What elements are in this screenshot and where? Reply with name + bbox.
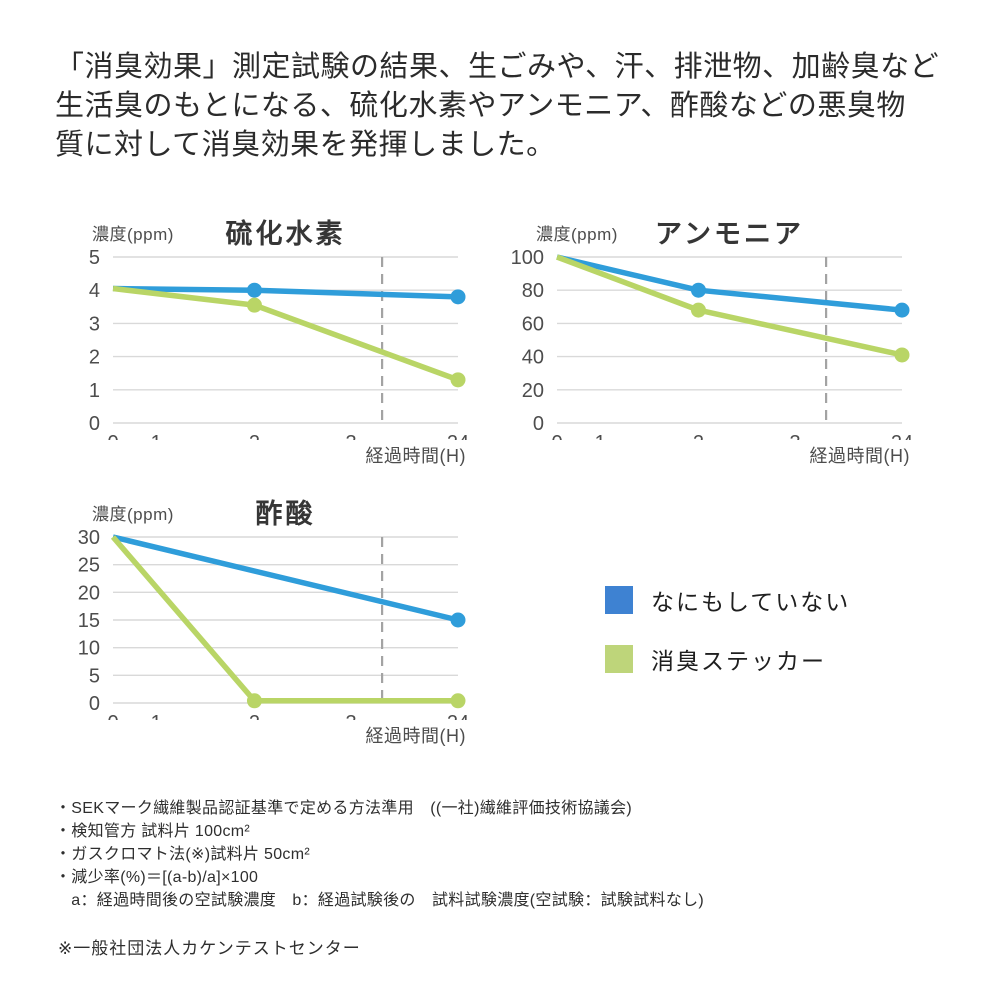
y-axis-label: 濃度(ppm): [92, 505, 174, 524]
svg-text:2: 2: [89, 347, 100, 369]
svg-text:24: 24: [891, 432, 913, 440]
legend-item-untreated: なにもしていない: [605, 583, 850, 617]
svg-text:1: 1: [151, 712, 162, 720]
svg-text:0: 0: [107, 432, 118, 440]
svg-text:25: 25: [78, 555, 100, 577]
y-axis-label: 濃度(ppm): [92, 225, 174, 244]
legend-swatch-sticker: [605, 645, 633, 673]
svg-text:0: 0: [551, 432, 562, 440]
header-paragraph: 「消臭効果」測定試験の結果、生ごみや、汗、排泄物、加齢臭など 生活臭のもとになる…: [55, 48, 955, 165]
svg-text:1: 1: [89, 380, 100, 402]
svg-text:3: 3: [345, 712, 356, 720]
svg-text:20: 20: [78, 582, 100, 604]
legend: なにもしていない 消臭ステッカー: [605, 583, 850, 676]
svg-text:3: 3: [345, 432, 356, 440]
svg-text:20: 20: [522, 380, 544, 402]
svg-text:1: 1: [151, 432, 162, 440]
svg-text:2: 2: [693, 432, 704, 440]
legend-label: なにもしていない: [651, 589, 851, 615]
legend-item-deodorant-sticker: 消臭ステッカー: [605, 642, 850, 676]
x-axis-label: 経過時間(H): [365, 726, 466, 746]
svg-text:80: 80: [522, 280, 544, 302]
svg-text:10: 10: [78, 638, 100, 660]
legend-swatch-untreated: [605, 586, 633, 614]
chart-ammonia: 濃度(ppm) アンモニア 0 20 40 60 80 100 0 1 2 3 24 経過時間(H): [502, 212, 914, 474]
chart-acetic-acid: 濃度(ppm) 酢酸 0 5 10 15 20 25 30 0 1 2 3 24 経過時間(H): [58, 492, 470, 754]
svg-text:3: 3: [789, 432, 800, 440]
svg-text:60: 60: [522, 313, 544, 335]
svg-text:24: 24: [447, 712, 469, 720]
chart-title: 酢酸: [255, 499, 316, 529]
svg-text:0: 0: [533, 413, 544, 435]
svg-text:30: 30: [78, 527, 100, 549]
chart-plot: 0 5 10 15 20 25 30 0 1 2 3 24: [78, 527, 469, 720]
y-axis-label: 濃度(ppm): [536, 225, 618, 244]
svg-text:4: 4: [89, 280, 100, 302]
svg-text:5: 5: [89, 665, 100, 687]
svg-text:0: 0: [89, 413, 100, 435]
footnotes: ・SEKマーク繊維製品認証基準で定める方法準用 ((一社)繊維評価技術協議会) …: [55, 797, 965, 912]
chart-plot: 0 1 2 3 4 5 0 1 2 3 24: [89, 247, 469, 440]
header-line: 生活臭のもとになる、硫化水素やアンモニア、酢酸などの悪臭物: [55, 90, 906, 122]
header-line: 質に対して消臭効果を発揮しました。: [55, 129, 556, 161]
chart-title: 硫化水素: [225, 219, 346, 249]
chart-hydrogen-sulfide: 濃度(ppm) 硫化水素 0 1 2 3 4 5 0 1 2 3 24 経過時間(H): [58, 212, 470, 474]
svg-text:2: 2: [249, 712, 260, 720]
x-axis-label: 経過時間(H): [809, 446, 910, 466]
legend-label: 消臭ステッカー: [651, 648, 826, 674]
svg-text:24: 24: [447, 432, 469, 440]
svg-text:5: 5: [89, 247, 100, 269]
header-line: 「消臭効果」測定試験の結果、生ごみや、汗、排泄物、加齢臭など: [55, 51, 940, 83]
svg-text:2: 2: [249, 432, 260, 440]
svg-text:3: 3: [89, 313, 100, 335]
footnote-line: ・減少率(%)＝[(a-b)/a]×100: [55, 869, 259, 886]
footnote-line: a：経過時間後の空試験濃度 b：経過試験後の 試料試験濃度(空試験：試験試料なし…: [55, 892, 705, 909]
chart-title: アンモニア: [655, 219, 804, 249]
svg-text:0: 0: [89, 693, 100, 715]
footnote-line: ・検知管方 試料片 100cm²: [55, 823, 251, 840]
svg-text:15: 15: [78, 610, 100, 632]
svg-text:1: 1: [595, 432, 606, 440]
footnote-line: ・SEKマーク繊維製品認証基準で定める方法準用 ((一社)繊維評価技術協議会): [55, 800, 633, 817]
svg-text:40: 40: [522, 347, 544, 369]
svg-text:100: 100: [511, 247, 544, 269]
footnote-line: ・ガスクロマト法(※)試料片 50cm²: [55, 846, 310, 863]
certification-note: ※一般社団法人カケンテストセンター: [58, 939, 361, 958]
chart-plot: 0 20 40 60 80 100 0 1 2 3 24: [511, 247, 914, 440]
svg-text:0: 0: [107, 712, 118, 720]
x-axis-label: 経過時間(H): [365, 446, 466, 466]
